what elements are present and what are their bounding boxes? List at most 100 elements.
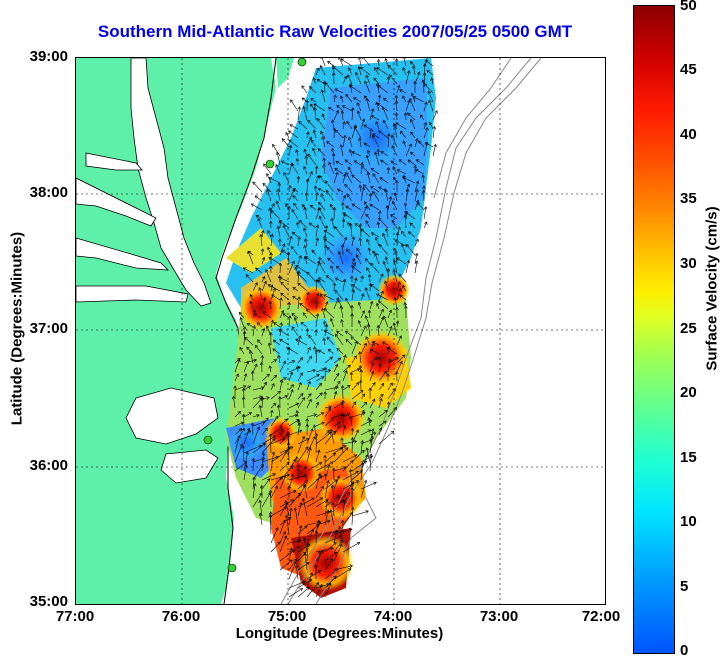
current-vector-arrow bbox=[270, 450, 288, 463]
current-vector-arrowhead bbox=[329, 356, 333, 360]
current-vector-arrowhead bbox=[343, 75, 348, 80]
current-vector-arrowhead bbox=[394, 100, 399, 104]
current-vector-arrowhead bbox=[370, 435, 375, 439]
current-vector-arrowhead bbox=[336, 104, 340, 109]
current-vector-arrow bbox=[297, 562, 310, 571]
current-vector-arrow bbox=[360, 429, 371, 436]
current-vector-arrowhead bbox=[410, 118, 414, 123]
current-vector-arrow bbox=[315, 550, 324, 562]
current-vector-arrow bbox=[387, 407, 397, 418]
current-vector-arrowhead bbox=[241, 445, 245, 449]
current-vector-arrowhead bbox=[434, 110, 438, 114]
current-vector-arrow bbox=[324, 324, 327, 337]
current-vector-arrow bbox=[402, 95, 407, 103]
current-vector-arrow bbox=[249, 350, 254, 364]
current-vector-arrowhead bbox=[317, 550, 322, 555]
current-vector-arrowhead bbox=[380, 308, 384, 313]
current-vector-arrow bbox=[405, 189, 409, 202]
current-vector-arrowhead bbox=[311, 249, 315, 254]
current-vector-arrow bbox=[387, 401, 390, 409]
current-vector-arrowhead bbox=[325, 500, 329, 504]
current-vector-arrow bbox=[295, 338, 308, 346]
current-vector-arrowhead bbox=[380, 151, 384, 155]
current-vector-arrow bbox=[376, 83, 380, 94]
current-vector-arrow bbox=[402, 67, 407, 76]
radar-station-marker bbox=[297, 58, 307, 67]
current-vector-arrow bbox=[243, 267, 254, 274]
current-vector-arrowhead bbox=[303, 148, 307, 153]
current-vector-arrowhead bbox=[336, 475, 341, 479]
current-vector-arrowhead bbox=[339, 539, 344, 543]
current-vector-arrow bbox=[390, 214, 398, 220]
current-vector-arrow bbox=[387, 326, 392, 337]
current-vector-arrowhead bbox=[299, 357, 303, 361]
current-vector-arrow bbox=[308, 335, 317, 346]
current-vector-arrow bbox=[288, 315, 291, 328]
current-vector-arrowhead bbox=[301, 204, 305, 208]
current-vector-arrow bbox=[234, 373, 239, 382]
current-vector-arrowhead bbox=[250, 422, 255, 426]
current-vector-arrowhead bbox=[291, 360, 296, 364]
current-vector-arrow bbox=[342, 237, 347, 247]
current-vector-arrow bbox=[315, 547, 334, 553]
current-vector-arrowhead bbox=[312, 436, 316, 440]
current-vector-arrow bbox=[364, 80, 371, 94]
current-vector-arrowhead bbox=[235, 373, 239, 377]
current-vector-arrowhead bbox=[352, 401, 357, 405]
current-vector-arrow bbox=[315, 449, 320, 463]
current-vector-arrowhead bbox=[303, 166, 307, 170]
current-vector-arrowhead bbox=[281, 138, 286, 142]
current-vector-arrowhead bbox=[363, 201, 368, 205]
current-vector-arrow bbox=[297, 176, 299, 184]
current-vector-arrow bbox=[305, 238, 308, 247]
current-vector-arrowhead bbox=[279, 297, 283, 301]
current-vector-arrow bbox=[414, 260, 418, 274]
current-vector-arrowhead bbox=[306, 542, 310, 546]
current-vector-arrowhead bbox=[357, 301, 362, 306]
current-vector-arrow bbox=[315, 185, 317, 193]
current-vector-arrowhead bbox=[382, 119, 387, 124]
current-vector-arrow bbox=[400, 131, 407, 139]
current-vector-arrow bbox=[408, 231, 416, 238]
current-vector-arrowhead bbox=[289, 507, 293, 512]
current-vector-arrow bbox=[305, 256, 317, 265]
current-vector-arrowhead bbox=[314, 349, 319, 353]
current-vector-arrowhead bbox=[422, 185, 426, 189]
current-vector-arrow bbox=[410, 151, 416, 157]
current-vector-arrowhead bbox=[365, 220, 369, 224]
current-vector-arrow bbox=[297, 525, 308, 535]
current-vector-arrowhead bbox=[233, 385, 237, 389]
current-vector-arrowhead bbox=[245, 274, 250, 278]
current-vector-arrow bbox=[247, 323, 254, 328]
current-vector-arrowhead bbox=[291, 163, 295, 167]
current-vector-arrowhead bbox=[424, 59, 429, 64]
current-vector-arrowhead bbox=[293, 561, 297, 565]
current-vector-arrow bbox=[315, 530, 317, 544]
current-vector-arrowhead bbox=[322, 337, 326, 341]
current-vector-arrowhead bbox=[242, 385, 247, 389]
current-vector-arrow bbox=[359, 185, 362, 193]
current-vector-arrowhead bbox=[304, 525, 308, 529]
current-vector-arrow bbox=[348, 67, 353, 76]
current-vector-arrow bbox=[363, 124, 371, 130]
current-vector-arrowhead bbox=[327, 407, 332, 412]
current-vector-arrowhead bbox=[408, 143, 412, 148]
current-vector-arrow bbox=[351, 450, 365, 463]
current-vector-arrowhead bbox=[268, 300, 273, 305]
current-vector-arrowhead bbox=[239, 317, 243, 321]
current-vector-arrowhead bbox=[303, 552, 308, 557]
current-vector-arrowhead bbox=[298, 335, 302, 339]
current-vector-arrow bbox=[392, 200, 398, 211]
current-vector-arrow bbox=[261, 397, 263, 409]
current-vector-arrowhead bbox=[332, 282, 337, 286]
current-vector-arrow bbox=[270, 390, 281, 400]
current-vector-arrow bbox=[378, 398, 382, 409]
current-vector-arrow bbox=[298, 121, 308, 130]
current-vector-arrowhead bbox=[365, 336, 369, 340]
current-vector-arrowhead bbox=[347, 568, 352, 572]
current-vector-arrow bbox=[279, 475, 286, 490]
current-vector-arrowhead bbox=[394, 112, 399, 116]
current-vector-arrow bbox=[315, 498, 329, 508]
current-vector-arrow bbox=[432, 126, 435, 139]
current-vector-arrow bbox=[345, 339, 353, 346]
